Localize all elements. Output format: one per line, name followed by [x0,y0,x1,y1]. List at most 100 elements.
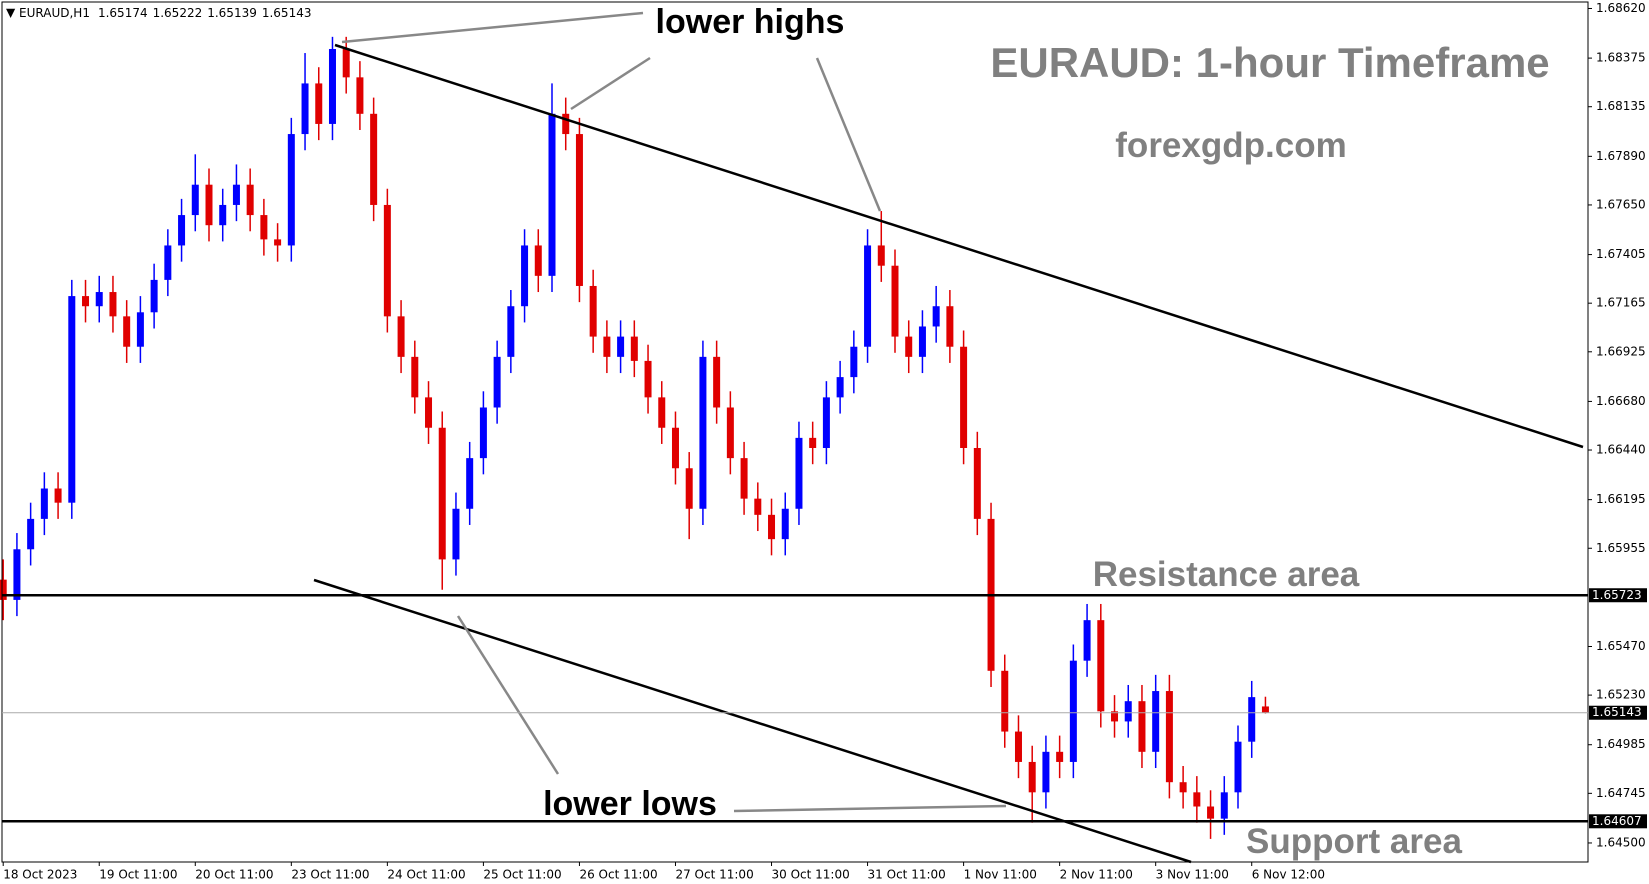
pointer-line [456,615,560,775]
x-tick-label: 19 Oct 11:00 [99,868,177,882]
candle-body [671,427,679,469]
candle-body [40,488,48,519]
candle-body [411,356,419,398]
current-price-box [1589,705,1647,720]
candle-body [562,113,570,135]
x-tick-label: 26 Oct 11:00 [579,868,657,882]
candle-body [13,549,21,600]
candle-body [82,296,90,307]
candle-body [603,336,611,357]
level-label: 1.64607 [1592,814,1642,828]
candle-body [1124,701,1132,722]
level-label-box [1589,814,1647,829]
y-tick-label: 1.66195 [1596,492,1646,506]
header: ▼ EURAUD,H1 1.65174 1.65222 1.65139 1.65143 [6,6,311,20]
candle-body [1138,701,1146,752]
upper-trendline [334,43,1584,449]
header-high: 1.65222 [153,6,203,20]
candle-body [795,437,803,509]
candle-body [438,427,446,560]
y-tick-label: 1.65955 [1596,541,1646,555]
candle-body [27,518,35,550]
candle-body [864,245,872,347]
candle-body [301,83,309,135]
level-label: 1.65723 [1592,588,1642,602]
candle-body [521,245,529,307]
candle-body [960,346,968,449]
candle-body [768,514,776,540]
candle-body [397,316,405,357]
pointer-line [733,804,1007,813]
candle-body [1152,691,1160,752]
annotation: lower highs [656,3,845,41]
x-tick-label: 6 Nov 12:00 [1252,868,1325,882]
level-name: Support area [1246,822,1462,861]
candle-body [466,458,474,509]
candle-body [1165,691,1173,783]
candle-body [342,48,350,78]
candle-body [246,184,254,216]
y-tick-label: 1.65470 [1596,639,1646,653]
plot-frame [1,1,1589,863]
candle-body [452,508,460,560]
candle-body [781,508,789,540]
candle-body [877,245,885,266]
header-close: 1.65143 [262,6,312,20]
candle-body [973,448,981,519]
candle-body [1234,741,1242,793]
y-tick-label: 1.66680 [1596,394,1646,408]
candle-body [713,356,721,408]
candle-body [836,377,844,398]
candle-body [658,397,666,428]
y-tick-label: 1.68135 [1596,99,1646,113]
x-tick-label: 23 Oct 11:00 [291,868,369,882]
candle-body [1001,670,1009,732]
candle-body [260,215,268,240]
candle-body [1261,706,1269,713]
candle-body [191,184,199,216]
candle-body [164,245,172,280]
header-open: 1.65174 [98,6,148,20]
x-tick-label: 27 Oct 11:00 [675,868,753,882]
candle-body [1028,761,1036,793]
candle-body [850,346,858,378]
level-name: Resistance area [1093,555,1360,594]
lower-trendline [313,578,1192,864]
candle-body [754,498,762,515]
y-tick-label: 1.65230 [1596,688,1646,702]
candle-body [1083,620,1091,661]
pointer-line [815,57,882,212]
header-low: 1.65139 [207,6,257,20]
candle-body [1056,751,1064,762]
x-tick-label: 31 Oct 11:00 [868,868,946,882]
x-tick-label: 24 Oct 11:00 [387,868,465,882]
candle-body [1220,792,1228,819]
candle-body [918,326,926,357]
y-tick-label: 1.68375 [1596,51,1646,65]
chart-title: EURAUD: 1-hour Timeframe [990,39,1549,86]
candle-body [822,397,830,449]
candle-body [1014,731,1022,762]
candle-body [507,306,515,357]
x-tick-label: 30 Oct 11:00 [772,868,850,882]
candle-body [946,306,954,347]
candle-body [0,579,7,600]
candle-body [1042,751,1050,793]
candle-body [1111,711,1119,722]
x-tick-label: 18 Oct 2023 [3,868,77,882]
candle-body [150,279,158,313]
candle-body [315,83,323,124]
candle-body [1069,660,1077,762]
candle-body [932,306,940,327]
candle-body [905,336,913,357]
pointer-line [570,56,651,111]
candle-body [383,204,391,317]
candle-body [1248,697,1256,742]
y-tick-label: 1.67405 [1596,247,1646,261]
candle-body [548,113,556,276]
x-tick-label: 20 Oct 11:00 [195,868,273,882]
candle-body [589,285,597,337]
candle-body [534,245,542,276]
candle-body [685,468,693,509]
candle-body [891,265,899,337]
